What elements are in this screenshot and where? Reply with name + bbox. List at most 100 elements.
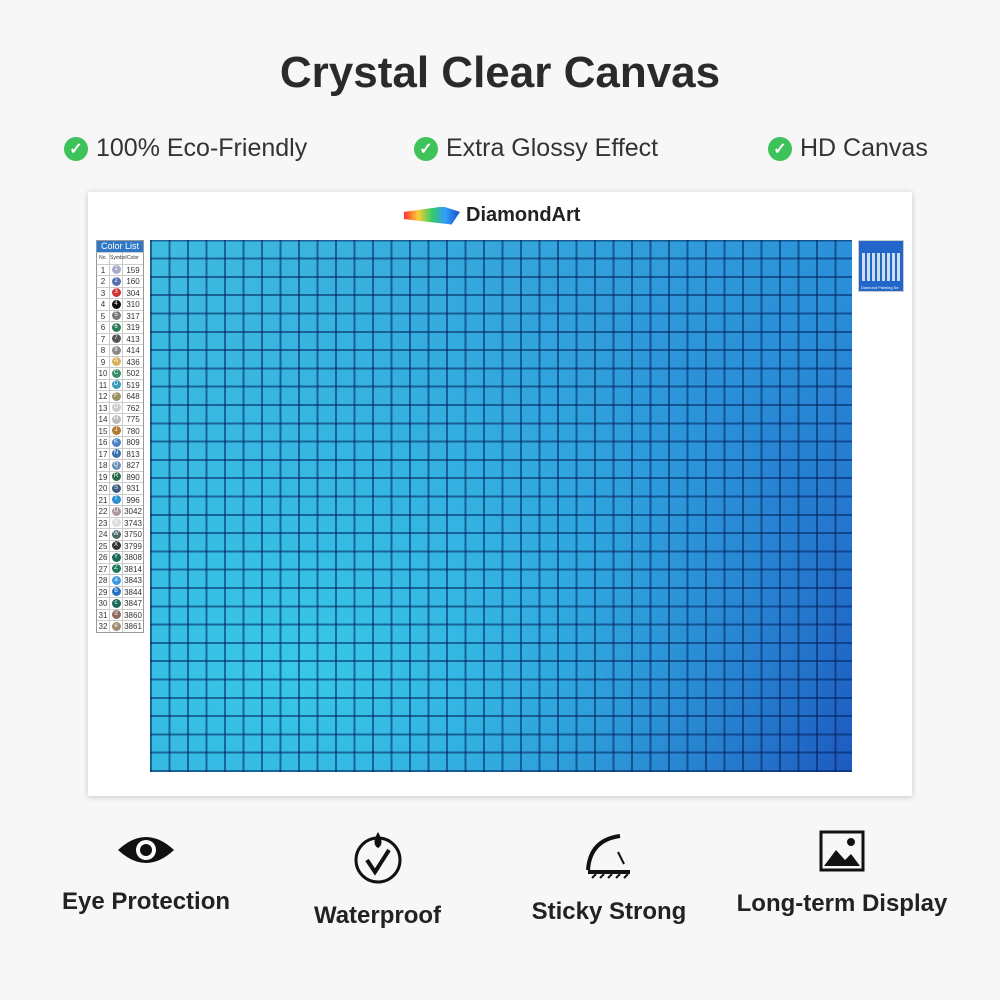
- color-code: 3042: [124, 507, 142, 516]
- symbol-cell: K: [110, 437, 123, 448]
- color-code: 160: [126, 277, 140, 286]
- col-header: Symbol: [110, 253, 127, 264]
- color-code: 775: [126, 415, 140, 424]
- color-dot: R: [111, 472, 121, 482]
- symbol-cell: T: [110, 494, 123, 505]
- feature-label: Extra Glossy Effect: [446, 134, 659, 162]
- row-number: 31: [97, 609, 110, 620]
- color-dot: Q: [111, 460, 121, 470]
- color-list-row: 3 3 304: [97, 286, 143, 298]
- color-code: 890: [126, 472, 140, 482]
- row-number: 28: [97, 575, 110, 586]
- row-number: 14: [97, 414, 110, 425]
- color-list-row: 16 K 809: [97, 436, 143, 448]
- row-number: 17: [97, 448, 110, 459]
- color-list-row: 13 G 762: [97, 401, 143, 413]
- symbol-cell: G: [110, 402, 123, 413]
- color-code: 310: [126, 300, 140, 309]
- row-number: 16: [97, 437, 110, 448]
- row-number: 5: [97, 310, 110, 321]
- color-list-row: 2 2 160: [97, 275, 143, 287]
- color-list-row: 27 Z 3814: [97, 562, 143, 574]
- symbol-cell: Z: [110, 563, 123, 574]
- color-code: 809: [126, 438, 140, 447]
- color-list-row: 15 J 780: [97, 424, 143, 436]
- color-code: 436: [126, 357, 140, 367]
- symbol-cell: d: [110, 609, 123, 620]
- canvas-thumbnail: Diamond Painting Se: [858, 240, 904, 292]
- symbol-cell: 5: [110, 310, 123, 321]
- color-code: 3844: [124, 587, 142, 597]
- row-number: 1: [97, 264, 110, 275]
- color-list-row: 6 6 319: [97, 321, 143, 333]
- color-dot: 8: [111, 345, 121, 355]
- sticky-icon: [586, 834, 630, 879]
- color-dot: Y: [111, 552, 121, 562]
- color-dot: D: [111, 380, 121, 390]
- color-list-row: 31 d 3860: [97, 608, 143, 620]
- symbol-cell: 6: [110, 322, 123, 333]
- color-list-row: 19 R 890: [97, 470, 143, 482]
- symbol-cell: a: [110, 575, 123, 586]
- color-list-row: 1 1 159: [97, 263, 143, 275]
- benefit-label: Long-term Display: [736, 890, 948, 917]
- color-dot: K: [111, 437, 121, 447]
- symbol-cell: D: [110, 379, 123, 390]
- row-number: 12: [97, 391, 110, 402]
- color-dot: H: [111, 414, 121, 424]
- symbol-cell: X: [110, 540, 123, 551]
- color-dot: A: [111, 357, 121, 367]
- color-dot: 6: [111, 322, 121, 332]
- color-dot: 1: [111, 265, 121, 275]
- row-number: 22: [97, 506, 110, 517]
- symbol-cell: 3: [110, 287, 123, 298]
- feature-label: 100% Eco-Friendly: [96, 134, 308, 162]
- waterproof-icon: [354, 832, 401, 884]
- color-list-row: 4 4 310: [97, 298, 143, 310]
- color-list-row: 8 8 414: [97, 344, 143, 356]
- row-number: 26: [97, 552, 110, 563]
- symbol-cell: N: [110, 448, 123, 459]
- row-number: 7: [97, 333, 110, 344]
- symbol-cell: S: [110, 483, 123, 494]
- feature-eco: ✓ 100% Eco-Friendly: [64, 134, 307, 163]
- symbol-cell: 4: [110, 299, 123, 310]
- color-code: 414: [126, 346, 140, 355]
- symbol-cell: e: [110, 621, 123, 632]
- color-dot: c: [111, 598, 121, 608]
- feature-hd: ✓ HD Canvas: [768, 134, 928, 163]
- color-list-row: 25 X 3799: [97, 539, 143, 551]
- color-list-row: 21 T 996: [97, 493, 143, 505]
- row-number: 23: [97, 517, 110, 528]
- row-number: 9: [97, 356, 110, 367]
- row-number: 4: [97, 299, 110, 310]
- color-code: 519: [126, 380, 140, 390]
- check-icon: ✓: [64, 136, 88, 161]
- color-list-row: 20 S 931: [97, 482, 143, 494]
- symbol-cell: R: [110, 471, 123, 482]
- color-dot: J: [111, 426, 121, 436]
- symbol-cell: U: [110, 506, 123, 517]
- color-list-row: 17 N 813: [97, 447, 143, 459]
- color-list-row: 7 7 413: [97, 332, 143, 344]
- page-title: Crystal Clear Canvas: [279, 48, 721, 97]
- color-code: 3861: [124, 622, 142, 631]
- color-dot: 5: [111, 311, 121, 321]
- color-dot: 2: [111, 276, 121, 286]
- color-dot: a: [111, 575, 121, 585]
- color-dot: S: [111, 483, 121, 493]
- color-list-row: 23 V 3743: [97, 516, 143, 528]
- color-code: 502: [126, 369, 140, 378]
- col-header: No.: [97, 253, 110, 264]
- symbol-cell: Y: [110, 552, 123, 563]
- row-number: 20: [97, 483, 110, 494]
- color-code: 762: [126, 403, 140, 413]
- row-number: 18: [97, 460, 110, 471]
- color-code: 317: [126, 311, 140, 321]
- color-code: 3799: [124, 541, 142, 551]
- color-dot: e: [111, 621, 121, 631]
- symbol-cell: 2: [110, 276, 123, 287]
- color-dot: Z: [111, 564, 121, 574]
- diamond-logo-icon: [404, 206, 460, 225]
- color-list-row: 26 Y 3808: [97, 551, 143, 563]
